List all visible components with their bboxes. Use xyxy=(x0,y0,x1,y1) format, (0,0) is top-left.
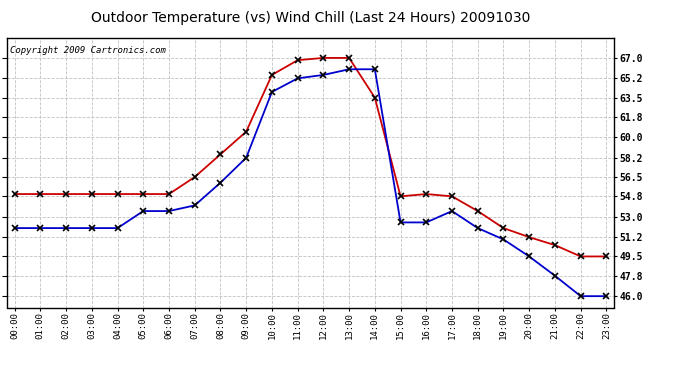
Text: Copyright 2009 Cartronics.com: Copyright 2009 Cartronics.com xyxy=(10,46,166,55)
Text: Outdoor Temperature (vs) Wind Chill (Last 24 Hours) 20091030: Outdoor Temperature (vs) Wind Chill (Las… xyxy=(91,11,530,25)
